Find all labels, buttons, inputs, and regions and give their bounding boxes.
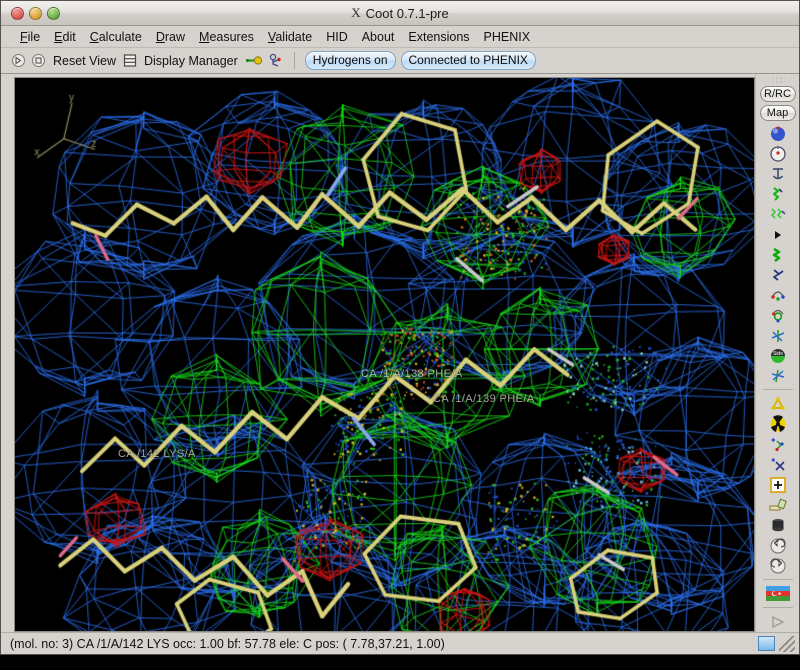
- refine-range-icon[interactable]: [761, 204, 795, 224]
- map-select-button[interactable]: Map: [759, 104, 796, 121]
- azerbaijan-flag-icon[interactable]: [761, 584, 795, 604]
- run-script-icon[interactable]: [761, 612, 795, 632]
- title-bar[interactable]: X Coot 0.7.1-pre: [1, 1, 799, 26]
- go-to-atom-icon[interactable]: [11, 53, 26, 68]
- menu-edit[interactable]: Edit: [54, 29, 76, 44]
- phenix-connection-button[interactable]: Connected to PHENIX: [400, 51, 536, 70]
- delete-icon[interactable]: [761, 515, 795, 535]
- close-button[interactable]: [11, 6, 24, 20]
- toolbar-separator: [293, 52, 295, 69]
- rotamer-icon[interactable]: [761, 265, 795, 285]
- svg-text:Side: Side: [772, 351, 782, 357]
- reset-view-button[interactable]: Reset View: [51, 53, 118, 69]
- refine-zone-icon[interactable]: [761, 184, 795, 204]
- minimize-button[interactable]: [29, 6, 42, 20]
- maximize-button[interactable]: [47, 6, 60, 20]
- menu-bar: File Edit Calculate Draw Measures Valida…: [1, 26, 799, 48]
- window-resize-grip[interactable]: [779, 635, 795, 652]
- window-title-group: X Coot 0.7.1-pre: [1, 5, 799, 21]
- torsion-general-icon[interactable]: [761, 326, 795, 346]
- flip-peptide-icon[interactable]: [761, 366, 795, 386]
- model-toolbar: R/RC Map: [755, 74, 799, 632]
- x-logo-icon: X: [351, 5, 361, 20]
- add-alt-conf-icon[interactable]: [761, 455, 795, 475]
- menu-calculate[interactable]: Calculate: [89, 29, 142, 44]
- place-atom-at-pointer-icon[interactable]: [761, 475, 795, 495]
- side-chain-180-icon[interactable]: Side: [761, 346, 795, 366]
- mutate-auto-fit-icon[interactable]: [761, 394, 795, 414]
- clear-pending-picks-icon[interactable]: [761, 495, 795, 515]
- sidebar-divider: [762, 389, 793, 390]
- molecular-graphics-view[interactable]: CA /1/A/138 PHE/A CA /1/A/139 PHE/A CA /…: [14, 77, 755, 632]
- map-color-swatch[interactable]: [758, 636, 775, 651]
- menu-measures[interactable]: Measures: [199, 29, 254, 44]
- menu-phenix[interactable]: PHENIX: [483, 29, 531, 44]
- main-toolbar: Reset View Display Manager: [1, 48, 799, 74]
- window-title: Coot 0.7.1-pre: [365, 5, 449, 21]
- hydrogens-toggle-button[interactable]: Hydrogens on: [304, 51, 396, 70]
- add-terminal-residue-icon[interactable]: [761, 434, 795, 454]
- menu-file[interactable]: File: [20, 29, 41, 44]
- fixed-atoms-icon[interactable]: [761, 225, 795, 245]
- gl-canvas[interactable]: [15, 78, 754, 631]
- edit-chi-angles-icon[interactable]: [761, 305, 795, 325]
- mutate-residue-icon[interactable]: [761, 414, 795, 434]
- sidebar-divider-2: [762, 578, 793, 580]
- status-text: (mol. no: 3) CA /1/A/142 LYS occ: 1.00 b…: [10, 636, 445, 651]
- sequence-view-icon[interactable]: [31, 53, 46, 68]
- display-manager-label: Display Manager: [144, 53, 238, 68]
- window-controls: [11, 6, 60, 20]
- rotate-translate-zone-icon[interactable]: [761, 285, 795, 305]
- menu-extensions[interactable]: Extensions: [408, 29, 470, 44]
- redo-icon[interactable]: [761, 556, 795, 576]
- menu-validate[interactable]: Validate: [267, 29, 313, 44]
- undo-icon[interactable]: [761, 535, 795, 555]
- menu-draw[interactable]: Draw: [155, 29, 186, 44]
- regularize-zone-icon[interactable]: [761, 164, 795, 184]
- reset-rotation-centre-button[interactable]: R/RC: [759, 86, 796, 102]
- display-manager-icon[interactable]: [123, 53, 137, 68]
- status-bar: (mol. no: 3) CA /1/A/142 LYS occ: 1.00 b…: [1, 632, 799, 654]
- auto-fit-rotamer-icon[interactable]: [761, 245, 795, 265]
- go-to-ligand-icon[interactable]: [245, 53, 263, 68]
- sphere-refine-icon[interactable]: [761, 124, 795, 144]
- toolbar-grip-handle[interactable]: [770, 76, 785, 85]
- menu-hid[interactable]: HID: [326, 29, 348, 44]
- ramachandran-icon[interactable]: [268, 53, 284, 69]
- sidebar-divider-3: [762, 606, 793, 608]
- menu-about[interactable]: About: [361, 29, 395, 44]
- status-bar-right: [758, 633, 797, 654]
- reset-view-label: Reset View: [53, 53, 116, 68]
- coot-main-window: X Coot 0.7.1-pre File Edit Calculate Dra…: [0, 0, 800, 655]
- display-manager-button[interactable]: Display Manager: [142, 53, 240, 69]
- desktop-background: [0, 655, 800, 670]
- sphere-refine-plus-icon[interactable]: [761, 144, 795, 164]
- workspace: CA /1/A/138 PHE/A CA /1/A/139 PHE/A CA /…: [1, 74, 799, 632]
